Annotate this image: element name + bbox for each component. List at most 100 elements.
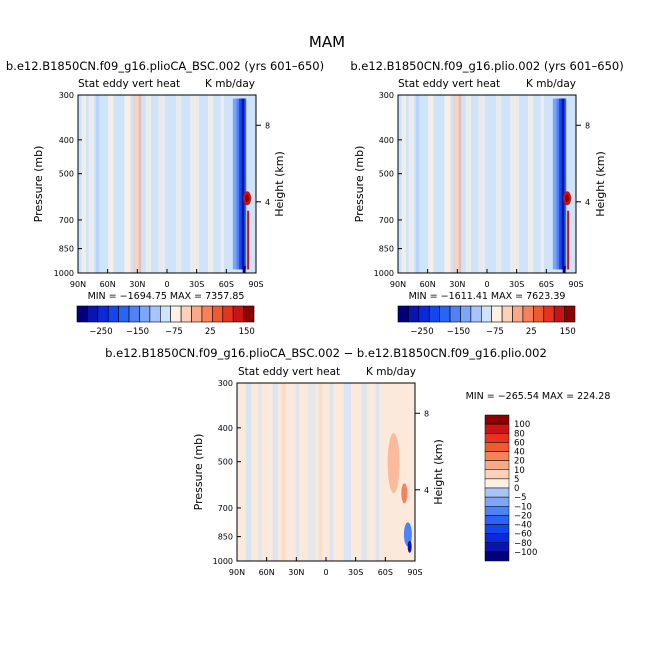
colorbar-label: −20 (514, 511, 532, 521)
x-tick-label: 60N (420, 280, 436, 289)
y-tick-label: 1000 (54, 269, 74, 278)
contour-max (565, 194, 570, 203)
colorbar-box (149, 305, 161, 323)
y-tick-label: 400 (379, 136, 394, 145)
colorbar-box (484, 433, 510, 443)
colorbar-label: −150 (447, 327, 470, 337)
colorbar-box (212, 305, 224, 323)
colorbar-label: 20 (514, 457, 525, 467)
colorbar-label: −250 (89, 327, 112, 337)
colorbar-label: −80 (514, 539, 532, 549)
panel1-subtitle-left: Stat eddy vert heat (78, 78, 180, 90)
panel2-title: b.e12.B1850CN.f09_g16.plio.002 (yrs 601–… (350, 59, 623, 73)
contour-band (138, 95, 142, 273)
colorbar-label: −75 (165, 327, 183, 337)
colorbar-box (543, 305, 555, 323)
colorbar-label: 40 (514, 448, 525, 458)
contour-band (124, 95, 131, 273)
panel-plioca-bsc: b.e12.B1850CN.f09_g16.plioCA_BSC.002 (yr… (6, 59, 324, 302)
contour-band (318, 383, 323, 561)
panel3-ylabel: Pressure (mb) (192, 434, 205, 511)
contour-band (527, 95, 534, 273)
colorbar-box (243, 305, 255, 323)
colorbar-label: 0 (514, 484, 519, 494)
y-tick-label: 700 (218, 504, 233, 513)
x-tick-label: 90N (390, 280, 406, 289)
colorbar-label: 150 (560, 327, 576, 337)
contour-band (258, 383, 262, 561)
panel1-stats: MIN = −1694.75 MAX = 7357.85 (88, 291, 245, 302)
colorbar-label: −5 (514, 493, 527, 503)
colorbar-box (449, 305, 461, 323)
colorbar-box (501, 305, 513, 323)
contour-band (158, 95, 166, 273)
panel2-ylabel-right: Height (km) (594, 151, 607, 217)
contour-band (567, 210, 570, 270)
colorbar-box (533, 305, 545, 323)
colorbar-label: 10 (514, 466, 525, 476)
height-tick-label: 8 (265, 121, 270, 130)
colorbar-box (553, 305, 565, 323)
height-tick-label: 4 (585, 198, 590, 207)
contour-band (408, 95, 415, 273)
x-tick-label: 90S (568, 280, 583, 289)
contour-band (387, 433, 400, 494)
y-tick-label: 850 (379, 245, 394, 254)
panel3-subtitle-right: K mb/day (366, 366, 416, 378)
y-tick-label: 400 (218, 424, 233, 433)
contour-band (540, 95, 544, 273)
contour-band (241, 98, 246, 270)
colorbar-box (139, 305, 151, 323)
colorbar-box (491, 305, 503, 323)
contour-band (428, 95, 434, 273)
colorbar-box (87, 305, 99, 323)
colorbar-box (484, 506, 510, 516)
panel-background (398, 95, 576, 273)
contour-band (308, 383, 316, 561)
figure-title: MAM (309, 33, 345, 51)
contour-band (401, 483, 408, 504)
y-tick-label: 300 (379, 91, 394, 100)
colorbar-box (191, 305, 203, 323)
panel2-plot-area: 90N 60N 30N 0 30S 60S 90S 300 400 500 700 850 1000 8 4 (374, 91, 590, 289)
contour-band (478, 95, 486, 273)
panel-plio: b.e12.B1850CN.f09_g16.plio.002 (yrs 601–… (350, 59, 623, 302)
colorbar-box (418, 305, 430, 323)
y-tick-label: 400 (59, 136, 74, 145)
colorbar-box (170, 305, 182, 323)
contour-band (88, 95, 95, 273)
y-tick-label: 500 (218, 458, 233, 467)
colorbar-label: 100 (514, 420, 530, 430)
contour-band (510, 95, 520, 273)
contour-band (415, 95, 420, 273)
colorbar-box (484, 533, 510, 543)
colorbar-box (484, 487, 510, 498)
colorbar-box (484, 460, 510, 470)
contour-band (95, 95, 100, 273)
x-tick-label: 60S (219, 280, 234, 289)
y-tick-label: 850 (59, 245, 74, 254)
colorbar-box (76, 305, 88, 323)
contour-band (458, 95, 462, 273)
colorbar-box (522, 305, 534, 323)
contour-band (81, 95, 87, 273)
contour-band (207, 95, 214, 273)
contour-band (133, 95, 138, 273)
x-tick-label: 90N (229, 568, 245, 577)
contour-band (401, 95, 407, 273)
contour-band (564, 98, 567, 270)
colorbar-box (97, 305, 109, 323)
contour-band (108, 95, 114, 273)
panel1-ylabel: Pressure (mb) (32, 146, 45, 223)
horizontal-colorbar: −250 −150 −75 25 150 −250 −150 −75 25 150 (76, 305, 576, 337)
x-tick-label: 90S (248, 280, 263, 289)
x-tick-label: 0 (164, 280, 169, 289)
contour-band (220, 95, 224, 273)
height-tick-label: 8 (585, 121, 590, 130)
colorbar-box (484, 524, 510, 534)
panel2-stats: MIN = −1611.41 MAX = 7623.39 (409, 291, 566, 302)
colorbar-box (484, 542, 510, 553)
colorbar-box (107, 305, 119, 323)
colorbar-box (159, 305, 172, 323)
